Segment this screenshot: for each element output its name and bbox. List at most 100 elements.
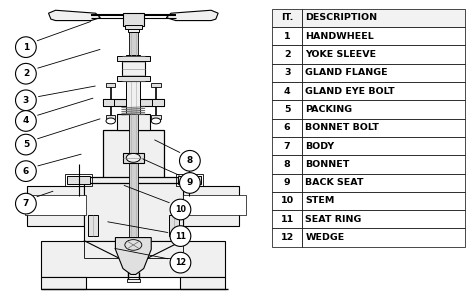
Text: 9: 9 [284,178,291,187]
Ellipse shape [16,63,36,84]
Ellipse shape [16,134,36,155]
Bar [178,176,201,184]
Bar [65,174,92,186]
Bar [151,115,161,119]
Ellipse shape [16,161,36,181]
Bar [103,99,115,106]
Bar [41,240,225,277]
Bar [181,277,225,289]
Text: 8: 8 [187,156,193,165]
Bar [27,186,84,226]
Bar [302,45,465,64]
Bar [273,137,302,155]
Ellipse shape [170,252,191,273]
Bar [302,173,465,192]
Bar [273,192,302,210]
Text: 8: 8 [284,160,291,169]
Bar [273,155,302,173]
Bar [117,76,150,81]
Ellipse shape [16,37,36,58]
Polygon shape [116,238,151,274]
Bar [183,186,239,226]
Bar [273,9,302,27]
Polygon shape [166,10,218,21]
Text: 4: 4 [284,87,291,96]
Text: 2: 2 [284,50,291,59]
Bar [176,174,203,186]
Ellipse shape [16,193,36,214]
Bar [302,210,465,228]
Bar [273,100,302,119]
Bar [89,177,178,183]
Bar [302,27,465,45]
Bar [302,82,465,100]
Text: 5: 5 [284,105,291,114]
Bar [169,215,179,236]
Bar [273,82,302,100]
Bar [106,83,116,87]
Text: PACKING: PACKING [305,105,353,114]
Bar [103,99,164,106]
Bar [117,114,150,130]
Text: 6: 6 [23,167,29,176]
Bar [302,155,465,173]
Text: 6: 6 [284,123,291,132]
Circle shape [151,118,161,124]
Bar [123,153,144,163]
Text: IT.: IT. [281,13,293,22]
Bar [183,195,246,215]
Bar [25,195,86,215]
Polygon shape [48,10,100,21]
Bar [123,13,144,27]
Bar [302,9,465,27]
Text: 10: 10 [281,196,294,205]
Text: 7: 7 [284,142,291,150]
Text: 11: 11 [175,232,186,240]
Text: BONNET BOLT: BONNET BOLT [305,123,379,132]
Ellipse shape [170,226,191,246]
Bar [128,29,139,32]
Bar [273,64,302,82]
Bar [106,115,116,119]
Bar [84,180,183,240]
Bar [41,277,86,289]
Bar [273,210,302,228]
Bar [127,280,140,282]
Text: SEAT RING: SEAT RING [305,215,362,224]
Text: WEDGE: WEDGE [305,233,345,242]
Text: 12: 12 [175,258,186,267]
Bar [302,100,465,119]
Circle shape [106,118,116,124]
Text: 1: 1 [284,32,291,41]
Ellipse shape [16,90,36,111]
Ellipse shape [180,150,200,171]
Text: STEM: STEM [305,196,335,205]
Bar [129,31,137,255]
Bar [67,176,90,184]
Text: BONNET: BONNET [305,160,350,169]
Text: DESCRIPTION: DESCRIPTION [305,13,377,22]
Text: HANDWHEEL: HANDWHEEL [305,32,374,41]
Text: 3: 3 [284,68,291,77]
Bar [152,99,164,106]
Bar [151,83,161,87]
Text: BACK SEAT: BACK SEAT [305,178,364,187]
Text: GLAND EYE BOLT: GLAND EYE BOLT [305,87,395,96]
Text: 7: 7 [23,199,29,208]
Bar [273,27,302,45]
Bar [302,119,465,137]
Text: 5: 5 [23,140,29,149]
Bar [273,173,302,192]
Text: 4: 4 [23,117,29,125]
Text: 11: 11 [281,215,294,224]
Text: 12: 12 [281,233,294,242]
Text: GLAND FLANGE: GLAND FLANGE [305,68,388,77]
Bar [273,228,302,247]
Bar [273,45,302,64]
Text: 10: 10 [175,205,186,214]
Bar [121,56,145,81]
Bar [302,64,465,82]
Text: 1: 1 [23,43,29,52]
Ellipse shape [16,111,36,131]
Text: YOKE SLEEVE: YOKE SLEEVE [305,50,376,59]
